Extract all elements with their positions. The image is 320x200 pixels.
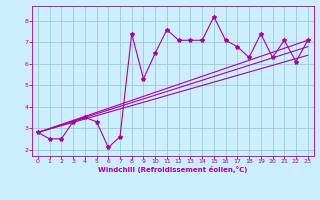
X-axis label: Windchill (Refroidissement éolien,°C): Windchill (Refroidissement éolien,°C) [98, 166, 247, 173]
